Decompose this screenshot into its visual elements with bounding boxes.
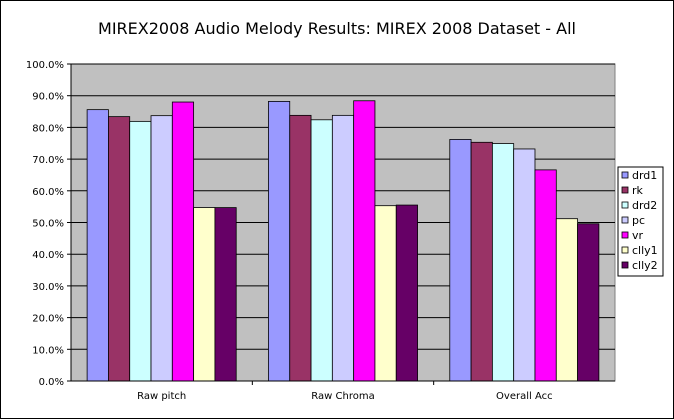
bar-rk: [470, 141, 493, 382]
bar-pc: [513, 148, 536, 382]
legend: drd1 rk drd2 pc vr clly1 clly2: [617, 166, 664, 277]
y-tick-label: 70.0%: [32, 155, 64, 166]
legend-swatch-clly1: [621, 246, 629, 254]
bar-drd1: [449, 139, 472, 382]
bar-rk: [289, 114, 312, 382]
legend-swatch-vr: [621, 231, 629, 239]
y-tick-label: 10.0%: [32, 345, 64, 356]
x-tick-label: Raw pitch: [137, 391, 186, 402]
y-tick-label: 100.0%: [26, 60, 64, 71]
bar-drd2: [491, 143, 515, 382]
chart-title: MIREX2008 Audio Melody Results: MIREX 20…: [98, 19, 576, 38]
legend-label-pc: pc: [632, 214, 645, 227]
legend-label-vr: vr: [632, 229, 644, 242]
legend-label-drd2: drd2: [632, 199, 657, 212]
bar-drd2: [310, 119, 333, 382]
bars: [86, 100, 600, 382]
x-tick-label: Raw Chroma: [311, 391, 374, 402]
bar-pc: [150, 115, 173, 382]
y-tick-label: 40.0%: [32, 250, 64, 261]
legend-swatch-pc: [621, 216, 629, 224]
bar-clly1: [374, 205, 397, 382]
bar-clly1: [193, 207, 216, 382]
y-tick-label: 90.0%: [32, 92, 64, 103]
bar-vr: [353, 100, 376, 382]
bar-drd1: [268, 101, 291, 382]
legend-swatch-drd2: [621, 201, 629, 209]
y-tick-label: 60.0%: [32, 187, 64, 198]
bar-clly1: [555, 218, 578, 382]
legend-swatch-clly2: [621, 261, 629, 269]
bar-vr: [171, 101, 195, 382]
y-tick-label: 30.0%: [32, 282, 64, 293]
x-tick-label: Overall Acc: [496, 391, 553, 402]
legend-label-drd1: drd1: [632, 169, 657, 182]
axes: 0.0% 10.0% 20.0% 30.0% 40.0% 50.0% 60.0% 70.0% 8…: [26, 60, 615, 402]
legend-swatch-drd1: [621, 171, 629, 179]
bar-vr: [534, 169, 557, 382]
legend-label-clly1: clly1: [632, 244, 658, 257]
bar-rk: [108, 116, 131, 382]
y-tick-label: 50.0%: [32, 219, 64, 230]
bar-drd2: [129, 120, 152, 382]
legend-label-clly2: clly2: [632, 259, 658, 272]
bar-clly2: [577, 223, 600, 382]
y-tick-label: 0.0%: [39, 377, 64, 388]
legend-label-rk: rk: [632, 184, 644, 197]
bar-drd1: [86, 109, 109, 382]
bar-clly2: [395, 204, 418, 382]
bar-pc: [331, 114, 355, 382]
legend-swatch-rk: [621, 186, 629, 194]
y-tick-label: 20.0%: [32, 314, 64, 325]
y-tick-label: 80.0%: [32, 123, 64, 134]
bar-clly2: [214, 207, 237, 382]
